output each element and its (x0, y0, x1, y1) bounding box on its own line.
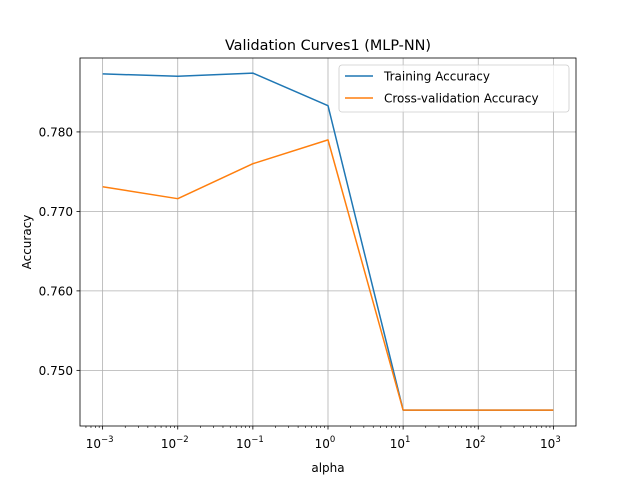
legend-box (338, 64, 570, 113)
y-tick-label: 0.780 (39, 125, 73, 139)
y-axis-label: Accuracy (20, 215, 34, 270)
x-axis-label: alpha (311, 461, 344, 475)
x-tick-label: 10−3 (86, 435, 114, 451)
x-tick-label: 10−2 (161, 435, 189, 451)
y-axis: 0.750 0.760 0.770 0.780 (39, 125, 80, 378)
x-tick-label: 101 (390, 435, 411, 451)
legend-label: Training Accuracy (383, 70, 490, 84)
x-axis: 10−3 10−2 10−1 100 101 102 103 (85, 426, 561, 451)
x-tick-label: 100 (315, 435, 336, 451)
chart-title: Validation Curves1 (MLP-NN) (225, 38, 431, 54)
x-tick-label: 102 (465, 435, 486, 451)
x-tick-label: 103 (540, 435, 561, 451)
legend-label: Cross-validation Accuracy (384, 92, 539, 106)
y-tick-label: 0.770 (39, 205, 73, 219)
y-tick-label: 0.760 (39, 284, 73, 298)
legend: Training Accuracy Cross-validation Accura… (338, 64, 570, 113)
y-tick-label: 0.750 (39, 364, 73, 378)
series-line (102, 139, 554, 411)
series-layer (102, 72, 554, 411)
grid (80, 58, 576, 426)
x-tick-label: 10−1 (236, 435, 264, 451)
